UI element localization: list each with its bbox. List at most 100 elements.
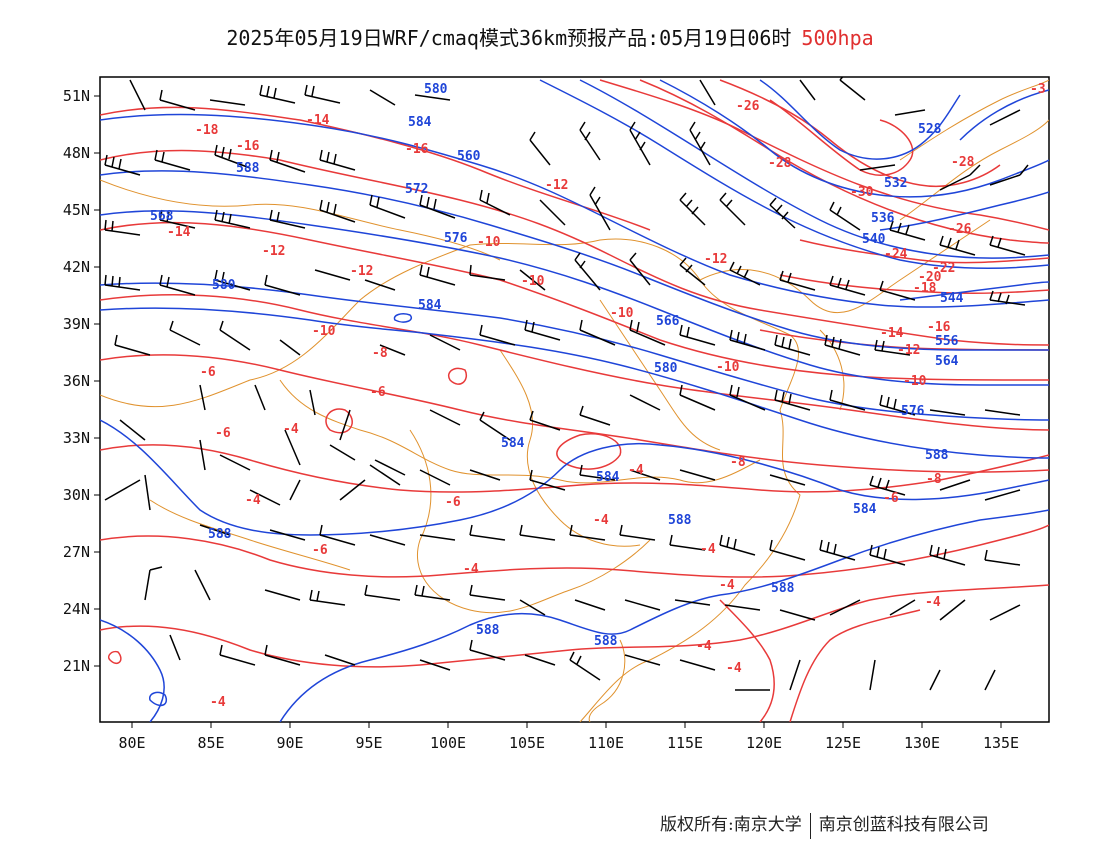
wind-barb <box>874 339 911 356</box>
wind-barb <box>469 524 506 541</box>
wind-barb <box>319 524 356 546</box>
wind-barb <box>829 389 866 411</box>
wind-barb <box>264 274 301 296</box>
temp-label: -6 <box>312 543 328 558</box>
wind-barb <box>219 644 256 666</box>
hainan-outline <box>588 639 626 722</box>
wind-barb <box>769 197 796 229</box>
temp-label: -14 <box>880 326 904 341</box>
wind-barb <box>214 144 251 169</box>
height-contour <box>100 619 165 722</box>
province-border <box>279 379 761 484</box>
wind-barb <box>989 164 1029 186</box>
wind-barb <box>324 654 356 666</box>
temp-label: -20 <box>918 270 942 285</box>
wind-barb <box>719 192 746 226</box>
wind-barb <box>819 539 856 561</box>
wind-barb <box>569 651 601 681</box>
wind-barb <box>539 199 566 226</box>
wind-barb <box>259 84 296 104</box>
temp-label: -6 <box>445 495 461 510</box>
height-label: 588 <box>668 513 692 528</box>
temperature-label-group: -18 -14 -16 -16 -12 -14 -12 -12 -10 -10 … <box>167 82 1046 710</box>
temp-label: -3 <box>1030 82 1046 97</box>
wind-barb <box>269 149 306 173</box>
height-label: 588 <box>925 448 949 463</box>
wind-barb <box>669 534 706 551</box>
wind-barb <box>194 569 211 601</box>
temp-contour <box>599 79 1049 231</box>
wind-barb <box>369 464 401 486</box>
wind-barb <box>574 599 606 611</box>
lat-tick-label: 36N <box>63 372 90 390</box>
wind-barb <box>984 409 1021 416</box>
height-contour <box>759 79 961 160</box>
lon-tick-label: 105E <box>509 734 545 752</box>
wind-barb <box>774 389 811 411</box>
wind-barb <box>159 209 196 229</box>
temp-label: -8 <box>372 346 388 361</box>
wind-barb <box>199 439 206 471</box>
temp-label: -28 <box>951 155 975 170</box>
lat-tick-label: 21N <box>63 657 90 675</box>
wind-barb <box>369 534 406 546</box>
wind-barb <box>529 410 561 431</box>
wind-barb <box>144 566 163 601</box>
temp-contour <box>107 650 122 664</box>
temp-label: -4 <box>700 542 716 557</box>
wind-barb <box>209 99 246 106</box>
wind-barb <box>629 469 661 481</box>
height-label: 584 <box>596 470 620 485</box>
height-contour <box>100 210 1049 386</box>
wind-barb <box>114 334 151 356</box>
temp-contour <box>100 294 1049 431</box>
province-border <box>409 429 651 614</box>
temp-label: -12 <box>350 264 373 279</box>
wind-barb <box>264 589 301 601</box>
temp-contour <box>639 79 1049 244</box>
temp-label: -12 <box>262 244 285 259</box>
wind-barb <box>679 659 716 671</box>
temp-label: -12 <box>545 178 568 193</box>
lat-tick-label: 42N <box>63 258 90 276</box>
wind-barb <box>869 659 876 691</box>
wind-barb <box>419 469 451 486</box>
wind-barb <box>569 524 606 541</box>
height-label: 588 <box>208 527 232 542</box>
wind-barb <box>629 252 651 286</box>
mongolia-border <box>100 179 501 261</box>
wind-barb <box>989 604 1021 621</box>
temp-label: -4 <box>719 578 735 593</box>
wind-barb <box>169 634 181 661</box>
pressure-level-label: 500hpa <box>801 26 874 50</box>
wind-barb <box>939 164 981 191</box>
wind-barb <box>144 474 151 511</box>
temp-label: -16 <box>405 142 429 157</box>
wind-barb <box>989 235 1026 256</box>
wind-barb <box>859 164 896 171</box>
temp-label: -26 <box>736 99 760 114</box>
wind-barb <box>154 149 191 171</box>
wind-barb <box>419 534 456 541</box>
wind-barb <box>479 324 516 346</box>
temp-label: -8 <box>926 472 942 487</box>
height-label: 588 <box>771 581 795 596</box>
wind-barb <box>984 489 1021 501</box>
temp-label: -10 <box>521 274 545 289</box>
lat-tick-label: 27N <box>63 543 90 561</box>
wind-barb <box>679 469 716 481</box>
temp-label: -4 <box>463 562 479 577</box>
wind-barb <box>929 669 941 691</box>
lat-tick-label: 30N <box>63 486 90 504</box>
wind-barb <box>679 384 716 411</box>
height-label: 584 <box>853 502 877 517</box>
height-label: 560 <box>457 149 481 164</box>
wind-barb <box>869 475 906 496</box>
wind-barb <box>674 599 711 606</box>
wind-barb <box>984 549 1021 566</box>
temp-contour <box>789 609 921 722</box>
wind-barb <box>624 599 661 611</box>
wind-barb <box>589 186 611 231</box>
lon-tick-label: 110E <box>588 734 624 752</box>
wind-barb <box>929 544 966 566</box>
